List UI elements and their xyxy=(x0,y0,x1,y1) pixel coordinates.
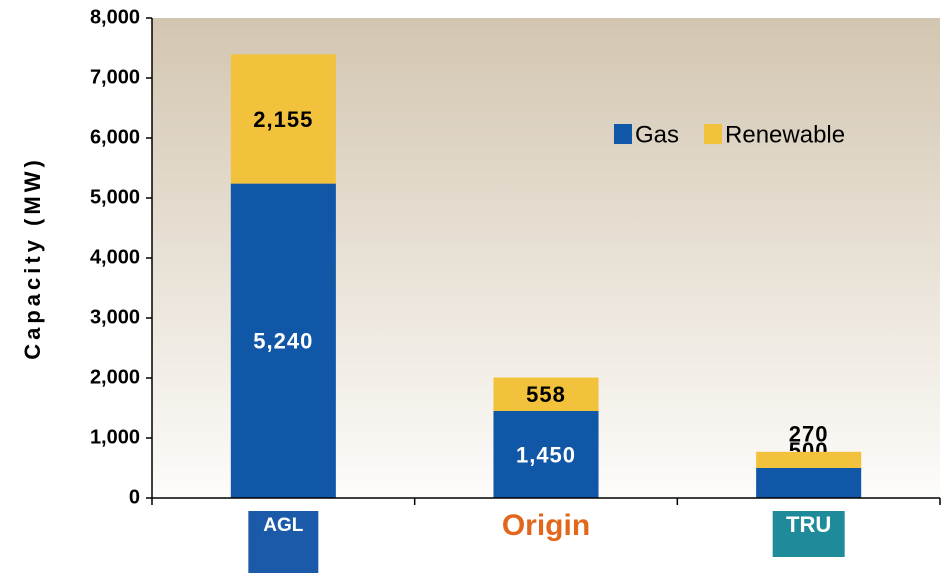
y-tick-label: 3,000 xyxy=(90,306,140,328)
y-tick-label: 5,000 xyxy=(90,186,140,208)
y-axis-label: Capacity (MW) xyxy=(20,156,45,360)
logo-box xyxy=(248,511,319,573)
x-tick-label: AGL xyxy=(263,515,304,536)
bar-segment xyxy=(493,377,599,411)
y-tick-label: 2,000 xyxy=(90,366,140,388)
value-label: 5,240 xyxy=(253,329,313,354)
bar-segment xyxy=(756,451,862,468)
value-label: 1,450 xyxy=(516,442,576,467)
y-tick-label: 0 xyxy=(129,486,140,508)
y-tick-label: 6,000 xyxy=(90,126,140,148)
bar-segment xyxy=(493,411,599,498)
value-label: 558 xyxy=(526,382,566,407)
value-label: 270 xyxy=(789,422,829,447)
y-tick-label: 4,000 xyxy=(90,246,140,268)
x-tick-label: Origin xyxy=(502,509,590,542)
y-tick-label: 8,000 xyxy=(90,6,140,28)
bar-segment xyxy=(230,54,336,184)
legend-label: Gas xyxy=(635,121,679,148)
value-label: 2,155 xyxy=(253,107,313,132)
logo-box xyxy=(772,511,845,557)
legend-swatch xyxy=(614,124,632,144)
bar-segment xyxy=(756,468,862,498)
x-tick-label: TRU xyxy=(786,512,831,537)
legend-label: Renewable xyxy=(725,121,845,148)
legend-swatch xyxy=(704,124,723,144)
y-tick-label: 1,000 xyxy=(90,426,140,448)
bar-segment xyxy=(230,183,336,498)
y-tick-label: 7,000 xyxy=(90,66,140,88)
